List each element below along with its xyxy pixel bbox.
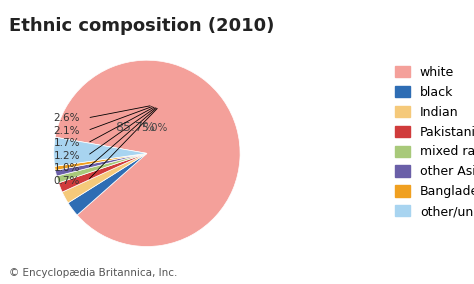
- Wedge shape: [59, 153, 147, 192]
- Wedge shape: [55, 153, 147, 170]
- Wedge shape: [68, 153, 147, 215]
- Wedge shape: [62, 153, 147, 203]
- Text: 5.0%: 5.0%: [142, 124, 168, 133]
- Wedge shape: [54, 137, 147, 166]
- Text: Ethnic composition (2010): Ethnic composition (2010): [9, 17, 275, 35]
- Wedge shape: [55, 153, 147, 176]
- Text: 2.1%: 2.1%: [54, 126, 80, 135]
- Legend: white, black, Indian, Pakistani, mixed race, other Asian, Bangladeshi, other/unk: white, black, Indian, Pakistani, mixed r…: [395, 66, 474, 218]
- Text: 1.2%: 1.2%: [54, 151, 80, 161]
- Text: 2.6%: 2.6%: [54, 113, 80, 123]
- Wedge shape: [56, 153, 147, 183]
- Wedge shape: [55, 60, 240, 247]
- Text: 0.7%: 0.7%: [54, 176, 80, 186]
- Text: © Encyclopædia Britannica, Inc.: © Encyclopædia Britannica, Inc.: [9, 268, 178, 278]
- Text: 1.0%: 1.0%: [54, 163, 80, 173]
- Text: 1.7%: 1.7%: [54, 138, 80, 148]
- Text: 85.7%: 85.7%: [115, 121, 155, 134]
